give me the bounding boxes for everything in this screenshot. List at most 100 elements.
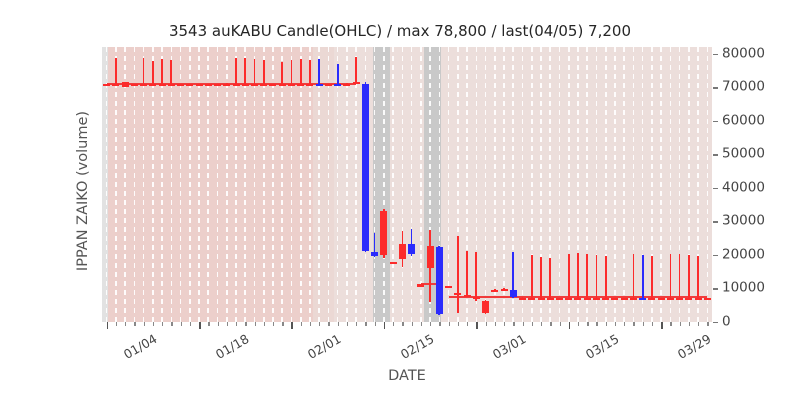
candle-wick bbox=[493, 289, 496, 291]
x-tick-minor bbox=[328, 322, 330, 326]
background-band bbox=[449, 47, 712, 322]
candle-body bbox=[676, 297, 684, 301]
candle-body bbox=[278, 83, 286, 87]
candle-wick bbox=[392, 261, 394, 263]
candle-body bbox=[287, 83, 295, 87]
gridline-vertical bbox=[447, 47, 450, 322]
candle-body bbox=[112, 83, 120, 87]
gridline-vertical bbox=[309, 47, 311, 322]
gridline-vertical bbox=[540, 47, 542, 322]
candle-body bbox=[306, 83, 314, 87]
x-tick-minor bbox=[550, 322, 552, 326]
gridline-vertical bbox=[225, 47, 228, 322]
candle-body bbox=[620, 297, 628, 301]
candle-body bbox=[177, 83, 185, 87]
x-tick-label: 01/18 bbox=[212, 331, 252, 363]
x-tick-label: 03/01 bbox=[490, 331, 529, 363]
x-tick-minor bbox=[605, 322, 607, 326]
gridline-vertical bbox=[623, 47, 625, 322]
x-tick-major bbox=[568, 322, 571, 329]
candle-body bbox=[509, 289, 517, 298]
candle-body bbox=[426, 246, 434, 268]
candle-body bbox=[195, 83, 203, 87]
y-tick-label: 60000 bbox=[722, 112, 765, 129]
candle-body bbox=[528, 297, 536, 301]
y-tick-label: 40000 bbox=[722, 179, 765, 196]
candle-body bbox=[703, 297, 711, 301]
x-tick-minor bbox=[614, 322, 617, 326]
x-tick-major bbox=[661, 322, 663, 329]
candle-body bbox=[352, 81, 360, 85]
x-tick-minor bbox=[236, 322, 238, 326]
x-tick-minor bbox=[541, 322, 543, 326]
gridline-vertical bbox=[253, 47, 256, 322]
candle-body bbox=[574, 297, 582, 301]
x-tick-minor bbox=[189, 322, 192, 326]
gridline-vertical bbox=[604, 47, 607, 322]
x-tick-minor bbox=[226, 322, 229, 326]
candle-body bbox=[445, 285, 453, 288]
x-tick-minor bbox=[494, 322, 497, 326]
gridline-vertical bbox=[438, 47, 441, 322]
gridline-vertical bbox=[133, 47, 136, 322]
gridline-vertical bbox=[152, 47, 154, 322]
y-tick-mark bbox=[713, 53, 718, 56]
candle-wick bbox=[697, 255, 699, 298]
candle-body bbox=[556, 297, 563, 301]
candle-wick bbox=[530, 254, 533, 298]
candle-wick bbox=[456, 236, 459, 313]
candle-body bbox=[482, 300, 490, 314]
candle-wick bbox=[577, 252, 579, 298]
candle-body bbox=[398, 244, 406, 259]
y-tick-mark bbox=[713, 322, 718, 324]
candle-wick bbox=[309, 59, 311, 84]
candle-body bbox=[519, 297, 527, 301]
x-tick-minor bbox=[485, 322, 487, 326]
gridline-vertical bbox=[549, 47, 552, 322]
x-tick-minor bbox=[309, 322, 312, 326]
gridline-vertical bbox=[235, 47, 237, 322]
candle-body bbox=[371, 251, 379, 257]
candle-wick bbox=[549, 258, 552, 298]
x-tick-minor bbox=[688, 322, 691, 326]
candle-wick bbox=[420, 283, 422, 286]
gridline-vertical bbox=[410, 47, 413, 322]
gridline-vertical bbox=[179, 47, 182, 322]
gridline-vertical bbox=[706, 47, 709, 322]
candle-wick bbox=[641, 254, 644, 298]
x-tick-minor bbox=[457, 322, 460, 326]
gridline-vertical bbox=[567, 47, 570, 322]
candle-body bbox=[140, 83, 148, 87]
x-tick-minor bbox=[642, 322, 644, 326]
candle-wick bbox=[355, 57, 357, 84]
y-tick-label: 80000 bbox=[722, 44, 765, 61]
x-tick-minor bbox=[707, 322, 709, 326]
candle-body bbox=[583, 297, 591, 301]
candle-wick bbox=[235, 58, 237, 84]
candle-body bbox=[408, 243, 416, 254]
candle-body bbox=[463, 294, 471, 297]
candle-body bbox=[454, 293, 462, 296]
gridline-vertical bbox=[577, 47, 579, 322]
candle-wick bbox=[586, 253, 589, 298]
x-tick-minor bbox=[346, 322, 349, 326]
x-tick-label: 03/15 bbox=[582, 331, 622, 363]
candle-body bbox=[491, 289, 499, 292]
x-tick-minor bbox=[254, 322, 256, 326]
gridline-vertical bbox=[420, 47, 422, 322]
candle-wick bbox=[253, 59, 256, 84]
y-tick-label: 70000 bbox=[722, 78, 765, 95]
gridline-vertical bbox=[632, 47, 635, 322]
gridline-vertical bbox=[392, 47, 394, 322]
x-tick-minor bbox=[152, 322, 155, 326]
x-tick-minor bbox=[143, 322, 145, 326]
x-tick-label: 02/01 bbox=[305, 331, 344, 363]
plot-area bbox=[102, 47, 712, 322]
gridline-vertical bbox=[475, 47, 478, 322]
gridline-vertical bbox=[124, 47, 126, 322]
gridline-vertical bbox=[281, 47, 284, 322]
x-tick-minor bbox=[420, 322, 423, 326]
candle-body bbox=[334, 83, 342, 87]
x-tick-minor bbox=[208, 322, 210, 326]
candle-body bbox=[592, 297, 600, 301]
